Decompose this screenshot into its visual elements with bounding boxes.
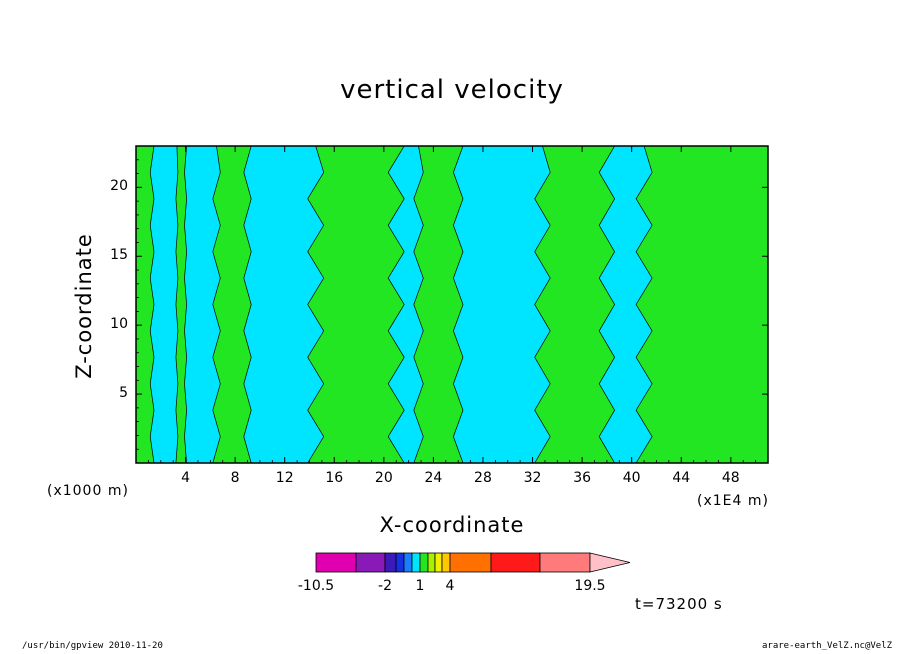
green-region-2 xyxy=(212,145,252,464)
colorbar-segment xyxy=(449,552,492,573)
green-region-5 xyxy=(534,145,616,464)
chart-title: vertical velocity xyxy=(340,75,564,105)
colorbar-segment xyxy=(419,552,429,573)
x-tick-label: 12 xyxy=(275,470,294,486)
colorbar-tick-label: 19.5 xyxy=(574,578,606,594)
colorbar-segment xyxy=(427,552,436,573)
x-tick-label: 36 xyxy=(573,470,592,486)
x-tick-label: 44 xyxy=(672,470,691,486)
green-regions xyxy=(135,145,769,464)
colorbar-segment xyxy=(441,552,451,573)
x-tick-label: 16 xyxy=(325,470,344,486)
x-tick-label: 4 xyxy=(181,470,191,486)
x-tick-label: 24 xyxy=(424,470,443,486)
y-tick-label: 15 xyxy=(110,247,128,264)
colorbar-arrow xyxy=(589,552,631,573)
x-tick-label: 20 xyxy=(374,470,393,486)
y-axis-ticks xyxy=(136,159,768,450)
colorbar-tick-label: -2 xyxy=(378,578,392,594)
y-axis-label: Z-coordinate xyxy=(72,233,96,379)
green-region-3 xyxy=(307,145,405,464)
plot-frame xyxy=(135,145,769,464)
colorbar-segment xyxy=(434,552,443,573)
colorbar-segment xyxy=(355,552,386,573)
y-tick-label: 20 xyxy=(110,178,128,195)
x-tick-label: 32 xyxy=(523,470,542,486)
colorbar-tick-label: -10.5 xyxy=(297,578,335,594)
colorbar-tick-label: 4 xyxy=(445,578,455,594)
colorbar xyxy=(315,552,631,573)
x-scale-label: (x1E4 m) xyxy=(697,493,769,509)
x-unit-label: (x1000 m) xyxy=(47,483,129,499)
y-tick-label: 5 xyxy=(119,385,128,402)
colorbar-segment xyxy=(490,552,541,573)
colorbar-segment xyxy=(539,552,591,573)
x-axis-ticks xyxy=(147,146,757,463)
colorbar-segment xyxy=(315,552,357,573)
x-tick-label: 28 xyxy=(474,470,492,486)
y-tick-label: 10 xyxy=(110,316,128,333)
x-tick-label: 48 xyxy=(721,470,740,486)
colorbar-tick-label: 1 xyxy=(415,578,425,594)
footer-right: arare-earth_VelZ.nc@VelZ xyxy=(762,641,893,651)
x-axis-label: X-coordinate xyxy=(379,513,525,537)
green-region-4 xyxy=(413,145,464,464)
colorbar-segment xyxy=(384,552,397,573)
x-tick-label: 8 xyxy=(230,470,240,486)
colorbar-segment xyxy=(395,552,405,573)
colorbar-segment xyxy=(403,552,413,573)
green-region-0 xyxy=(135,145,155,464)
footer-left: /usr/bin/gpview 2010-11-20 xyxy=(22,641,163,651)
time-label: t=73200 s xyxy=(635,595,723,613)
green-region-1 xyxy=(175,145,187,464)
x-tick-label: 40 xyxy=(622,470,641,486)
green-region-6 xyxy=(635,145,769,464)
colorbar-segment xyxy=(411,552,421,573)
